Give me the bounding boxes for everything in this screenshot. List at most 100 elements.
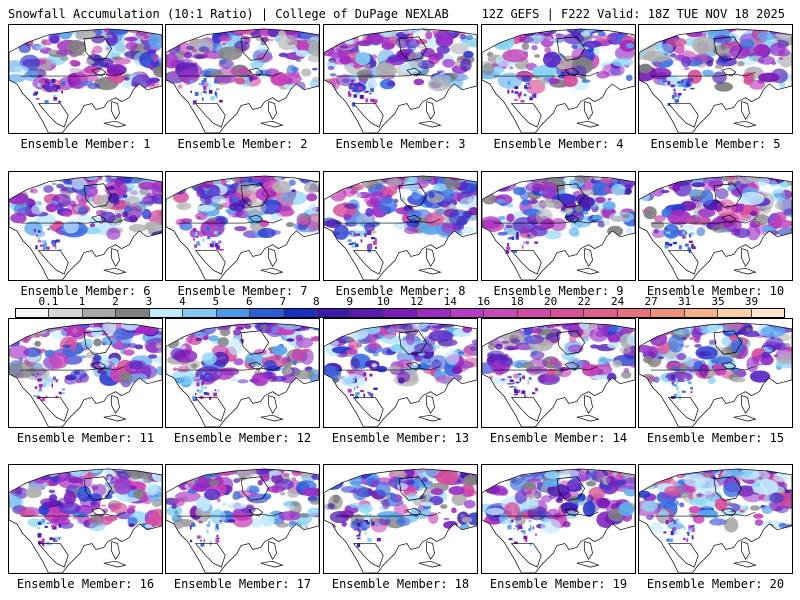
mexico-outline [352,103,384,128]
coastline [482,468,635,573]
hudson-bay-outline [398,476,428,501]
cuba-outline [576,120,600,128]
ensemble-map-panel [481,171,636,281]
mexico-outline [667,397,699,422]
snowfall-field [324,322,477,399]
mexico-outline [667,103,699,128]
cuba-outline [103,267,127,275]
cuba-outline [103,414,127,422]
florida-outline [111,541,120,560]
colorbar-tick: 5 [212,295,220,308]
colorbar-swatch [116,309,150,317]
hudson-bay-outline [240,476,270,501]
ensemble-member-label: Ensemble Member: 2 [177,137,308,151]
ensemble-map-panel [638,318,793,428]
colorbar-swatch [584,309,618,317]
coastline [639,468,792,573]
colorbar-swatch [316,309,351,317]
us-canada-border [335,365,441,371]
coastline [9,322,162,427]
snowfall-map [482,322,635,427]
snowfall-map [639,322,792,427]
colorbar-swatch [684,309,719,317]
snowfall-map [639,175,792,280]
florida-outline [111,395,120,414]
ensemble-member-label: Ensemble Member: 7 [177,284,308,298]
mexico-outline [510,103,542,128]
cuba-outline [576,560,600,568]
cuba-outline [733,267,757,275]
ensemble-map-panel [481,24,636,134]
hudson-bay-outline [556,183,586,208]
mexico-outline [194,103,226,128]
mexico-outline [194,250,226,275]
florida-outline [741,395,750,414]
cuba-outline [418,120,442,128]
florida-outline [584,101,593,120]
ensemble-map-panel [323,24,478,134]
florida-outline [584,248,593,267]
florida-outline [111,101,120,120]
cuba-outline [260,267,284,275]
colorbar-swatch [617,309,652,317]
colorbar-tick: 8 [312,295,320,308]
colorbar-swatch [383,309,418,317]
colorbar-tick-labels: 0.1 1 2 3 4 5 6 7 8 9 10 12 14 16 18 20 22 24 27 31 35 39 [15,296,785,308]
cuba-outline [418,414,442,422]
us-canada-border [177,71,283,77]
us-canada-border [20,218,126,224]
florida-outline [584,395,593,414]
snowfall-field [166,28,319,105]
mexico-outline [37,543,69,568]
snowfall-map [324,28,477,133]
ensemble-member-label: Ensemble Member: 11 [16,431,155,445]
colorbar-tick: 14 [443,295,457,308]
us-canada-border [493,218,599,224]
colorbar-swatch [517,309,551,317]
ensemble-member-label: Ensemble Member: 16 [16,577,155,591]
florida-outline [426,541,435,560]
mexico-outline [37,103,69,128]
ensemble-map-panel [8,24,163,134]
mexico-outline [352,543,384,568]
cuba-outline [260,120,284,128]
ensemble-member-label: Ensemble Member: 5 [650,137,781,151]
coastline [166,468,319,573]
colorbar-tick: 2 [112,295,119,308]
colorbar-tick: 3 [145,295,153,308]
coastline [9,468,162,573]
ensemble-member-label: Ensemble Member: 10 [646,284,785,298]
mexico-outline [510,250,542,275]
hudson-bay-outline [398,36,428,61]
ensemble-map-panel [8,318,163,428]
coastline [9,28,162,133]
ensemble-member-label: Ensemble Member: 3 [335,137,466,151]
mexico-outline [352,250,384,275]
hudson-bay-outline [240,183,270,208]
colorbar-swatch [718,309,752,317]
colorbar-tick: 0.1 [38,295,59,308]
colorbar-tick: 16 [477,295,491,308]
colorbar-tick: 10 [376,295,390,308]
hudson-bay-outline [83,36,113,61]
snowfall-map [166,28,319,133]
colorbar-swatch [16,309,50,317]
florida-outline [741,248,750,267]
florida-outline [268,248,277,267]
us-canada-border [650,365,756,371]
ensemble-map-panel [8,464,163,574]
snowfall-map [324,175,477,280]
model-run-info: 12Z GEFS | F222 Valid: 18Z TUE NOV 18 20… [481,7,785,21]
ensemble-member-label: Ensemble Member: 4 [493,137,624,151]
ensemble-member-label: Ensemble Member: 15 [646,431,785,445]
colorbar-swatch [751,309,785,317]
colorbar-swatch [49,309,83,317]
us-canada-border [20,365,126,371]
snowfall-map [9,175,162,280]
hudson-bay-outline [83,476,113,501]
florida-outline [426,101,435,120]
cuba-outline [418,560,442,568]
ensemble-member-label: Ensemble Member: 20 [646,577,785,591]
ensemble-map-panel [165,24,320,134]
us-canada-border [493,71,599,77]
